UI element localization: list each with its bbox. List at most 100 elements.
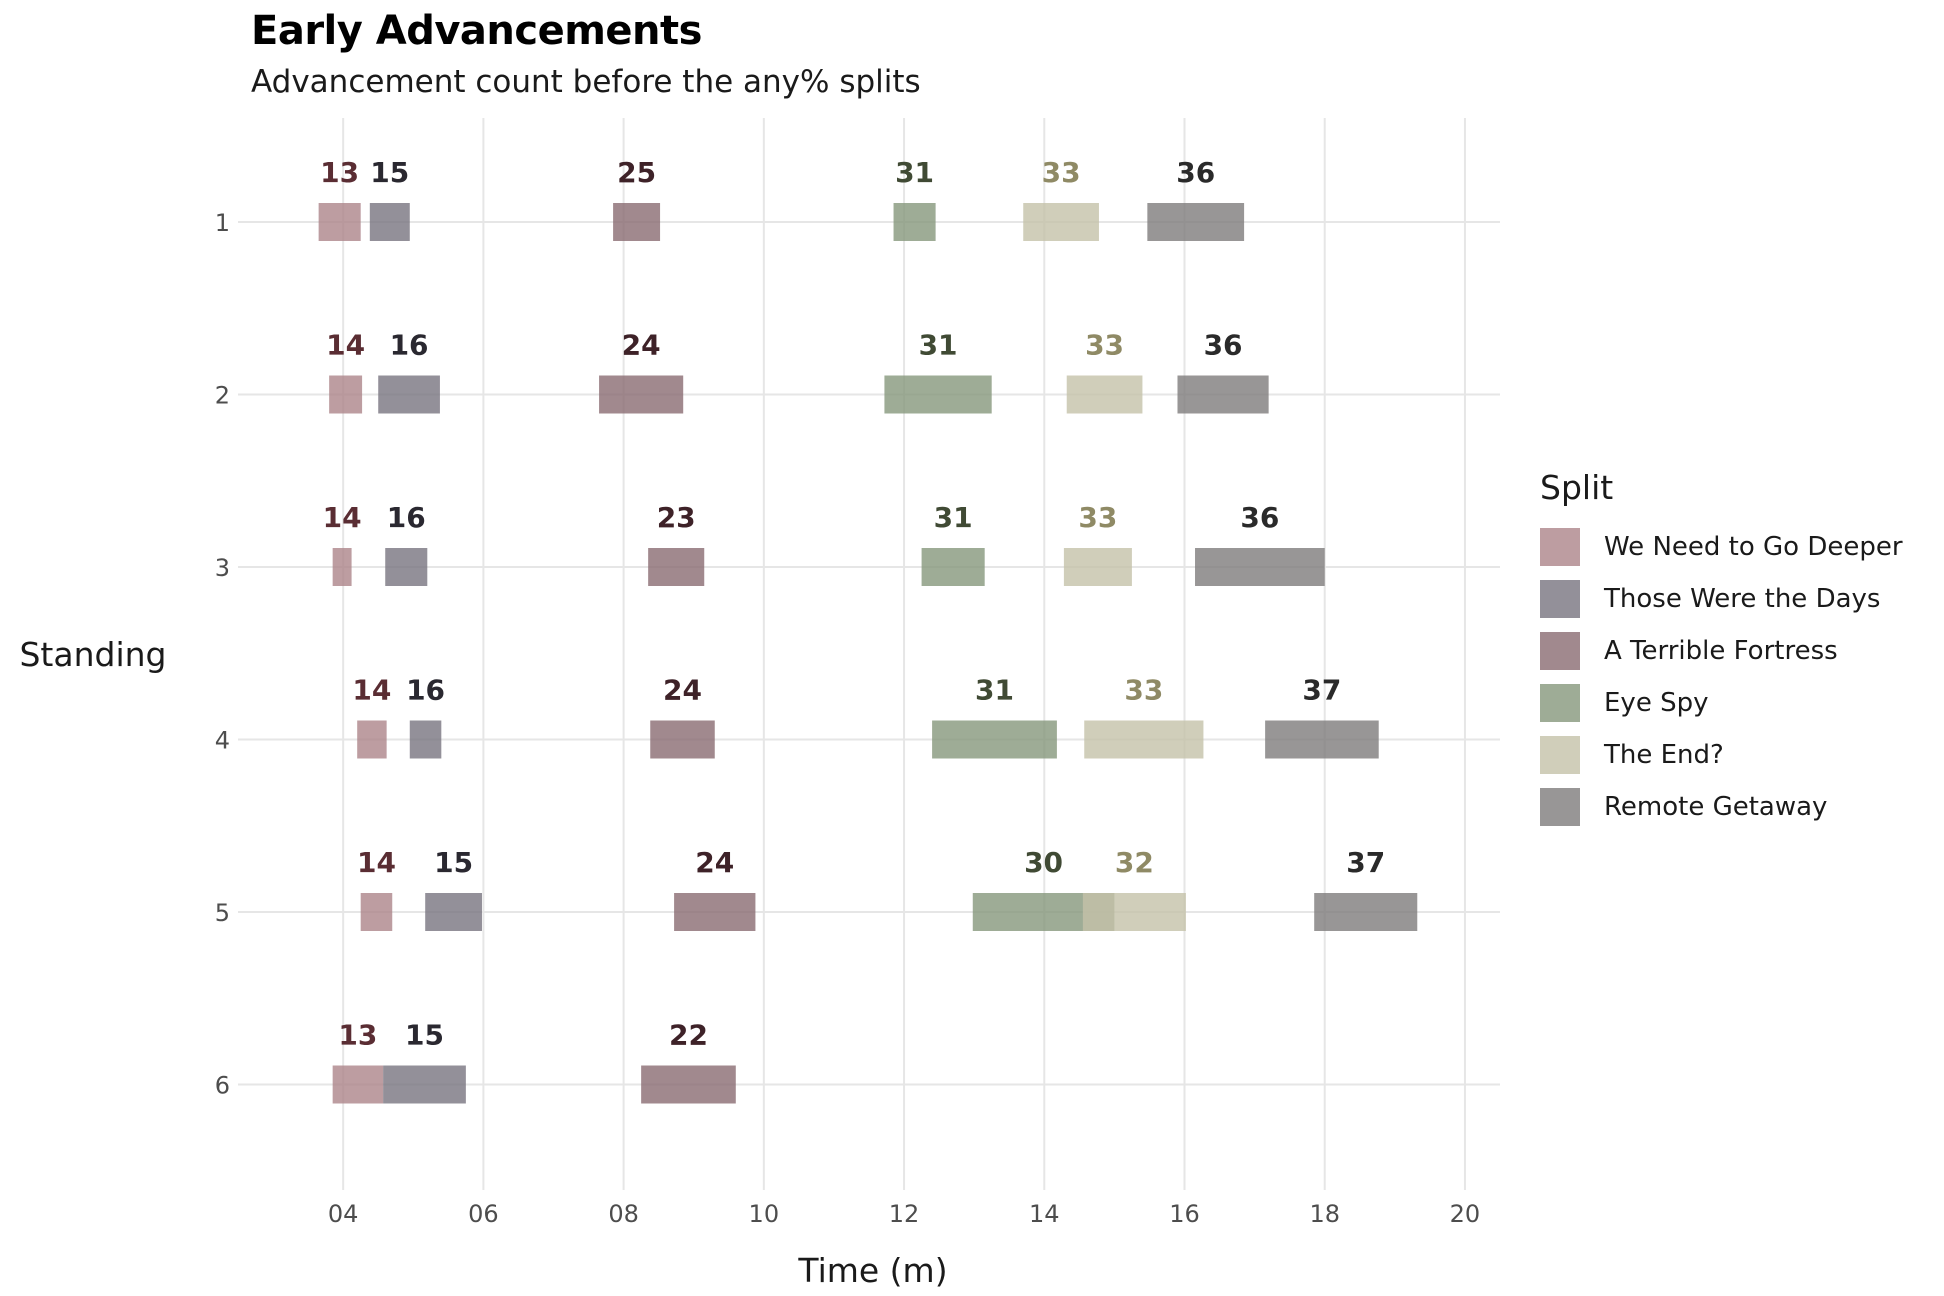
data-labels: 13 14 14 14 14 13 15 16 16 16 15 15 25 24 23 24 24 22 31 31… (320, 156, 1385, 1052)
legend-item: Remote Getaway (1540, 781, 1903, 833)
y-tick-label: 2 (215, 382, 230, 410)
legend-label: Remote Getaway (1604, 792, 1828, 822)
bar (884, 375, 992, 414)
bar (674, 893, 756, 931)
bar (648, 548, 705, 586)
bar (409, 720, 442, 759)
data-label: 15 (434, 846, 473, 879)
data-label: 31 (934, 501, 973, 534)
data-label: 33 (1078, 501, 1117, 534)
data-label: 16 (406, 674, 445, 707)
data-label: 22 (669, 1019, 708, 1052)
data-label: 24 (622, 329, 661, 362)
bar (329, 375, 363, 414)
bar (332, 548, 352, 586)
legend-swatch (1540, 736, 1580, 774)
legend-swatch (1540, 684, 1580, 722)
bar (613, 203, 661, 241)
legend-label: A Terrible Fortress (1604, 636, 1838, 666)
bar (1066, 375, 1143, 414)
bar (318, 203, 361, 241)
legend: Split We Need to Go Deeper Those Were the… (1540, 468, 1903, 833)
y-tick-label: 5 (215, 899, 230, 927)
data-label: 14 (357, 846, 396, 879)
data-label: 37 (1302, 674, 1341, 707)
legend-items: We Need to Go Deeper Those Were the Days A… (1540, 521, 1903, 833)
data-label: 31 (975, 674, 1014, 707)
x-tick-label: 14 (1029, 1200, 1060, 1228)
bar (1084, 720, 1204, 759)
bar (650, 720, 715, 759)
data-label: 31 (895, 156, 934, 189)
bar (932, 720, 1057, 759)
x-axis-title: Time (m) (797, 1251, 947, 1290)
data-label: 24 (695, 846, 734, 879)
data-label: 14 (323, 501, 362, 534)
data-label: 33 (1124, 674, 1163, 707)
bar (599, 375, 684, 414)
y-tick-label: 6 (215, 1072, 230, 1100)
legend-item: Eye Spy (1540, 677, 1903, 729)
bar (332, 1065, 384, 1104)
data-label: 14 (326, 329, 365, 362)
bar (357, 720, 387, 759)
x-tick-label: 10 (749, 1200, 780, 1228)
legend-item: A Terrible Fortress (1540, 625, 1903, 677)
data-label: 37 (1346, 846, 1385, 879)
data-label: 15 (370, 156, 409, 189)
data-label: 36 (1176, 156, 1215, 189)
bar (378, 375, 440, 414)
data-label: 33 (1085, 329, 1124, 362)
legend-label: Those Were the Days (1604, 584, 1881, 614)
data-label: 36 (1204, 329, 1243, 362)
legend-item: The End? (1540, 729, 1903, 781)
data-label: 30 (1024, 846, 1063, 879)
bar (1023, 203, 1099, 241)
bar (641, 1065, 736, 1104)
x-tick-label: 20 (1450, 1200, 1481, 1228)
legend-swatch (1540, 528, 1580, 566)
bar (360, 893, 393, 931)
legend-item: Those Were the Days (1540, 573, 1903, 625)
x-tick-label: 06 (468, 1200, 499, 1228)
data-label: 16 (390, 329, 429, 362)
legend-item: We Need to Go Deeper (1540, 521, 1903, 573)
bar (1177, 375, 1269, 414)
y-tick-label: 3 (215, 554, 230, 582)
legend-label: We Need to Go Deeper (1604, 532, 1903, 562)
data-label: 31 (919, 329, 958, 362)
bar (893, 203, 936, 241)
x-tick-label: 18 (1309, 1200, 1340, 1228)
chart-title: Early Advancements (251, 8, 702, 54)
bar (1314, 893, 1418, 931)
data-label: 33 (1042, 156, 1081, 189)
bar (385, 548, 428, 586)
legend-swatch (1540, 632, 1580, 670)
y-tick-label: 4 (215, 727, 230, 755)
chart-subtitle: Advancement count before the any% splits (251, 64, 921, 100)
legend-label: The End? (1604, 740, 1724, 770)
data-label: 36 (1240, 501, 1279, 534)
bar (1147, 203, 1245, 241)
y-axis-title: Standing (19, 635, 166, 674)
data-label: 15 (405, 1019, 444, 1052)
bar (1063, 548, 1132, 586)
x-tick-label: 08 (608, 1200, 639, 1228)
legend-label: Eye Spy (1604, 688, 1709, 718)
x-tick-label: 04 (328, 1200, 359, 1228)
bar (1265, 720, 1379, 759)
grid (238, 118, 1500, 1190)
bars (318, 203, 1418, 1104)
x-tick-label: 12 (889, 1200, 920, 1228)
data-label: 23 (657, 501, 696, 534)
data-label: 13 (320, 156, 359, 189)
legend-title: Split (1540, 468, 1614, 507)
bar (921, 548, 985, 586)
legend-swatch (1540, 788, 1580, 826)
data-label: 16 (387, 501, 426, 534)
legend-swatch (1540, 580, 1580, 618)
x-tick-label: 16 (1169, 1200, 1200, 1228)
